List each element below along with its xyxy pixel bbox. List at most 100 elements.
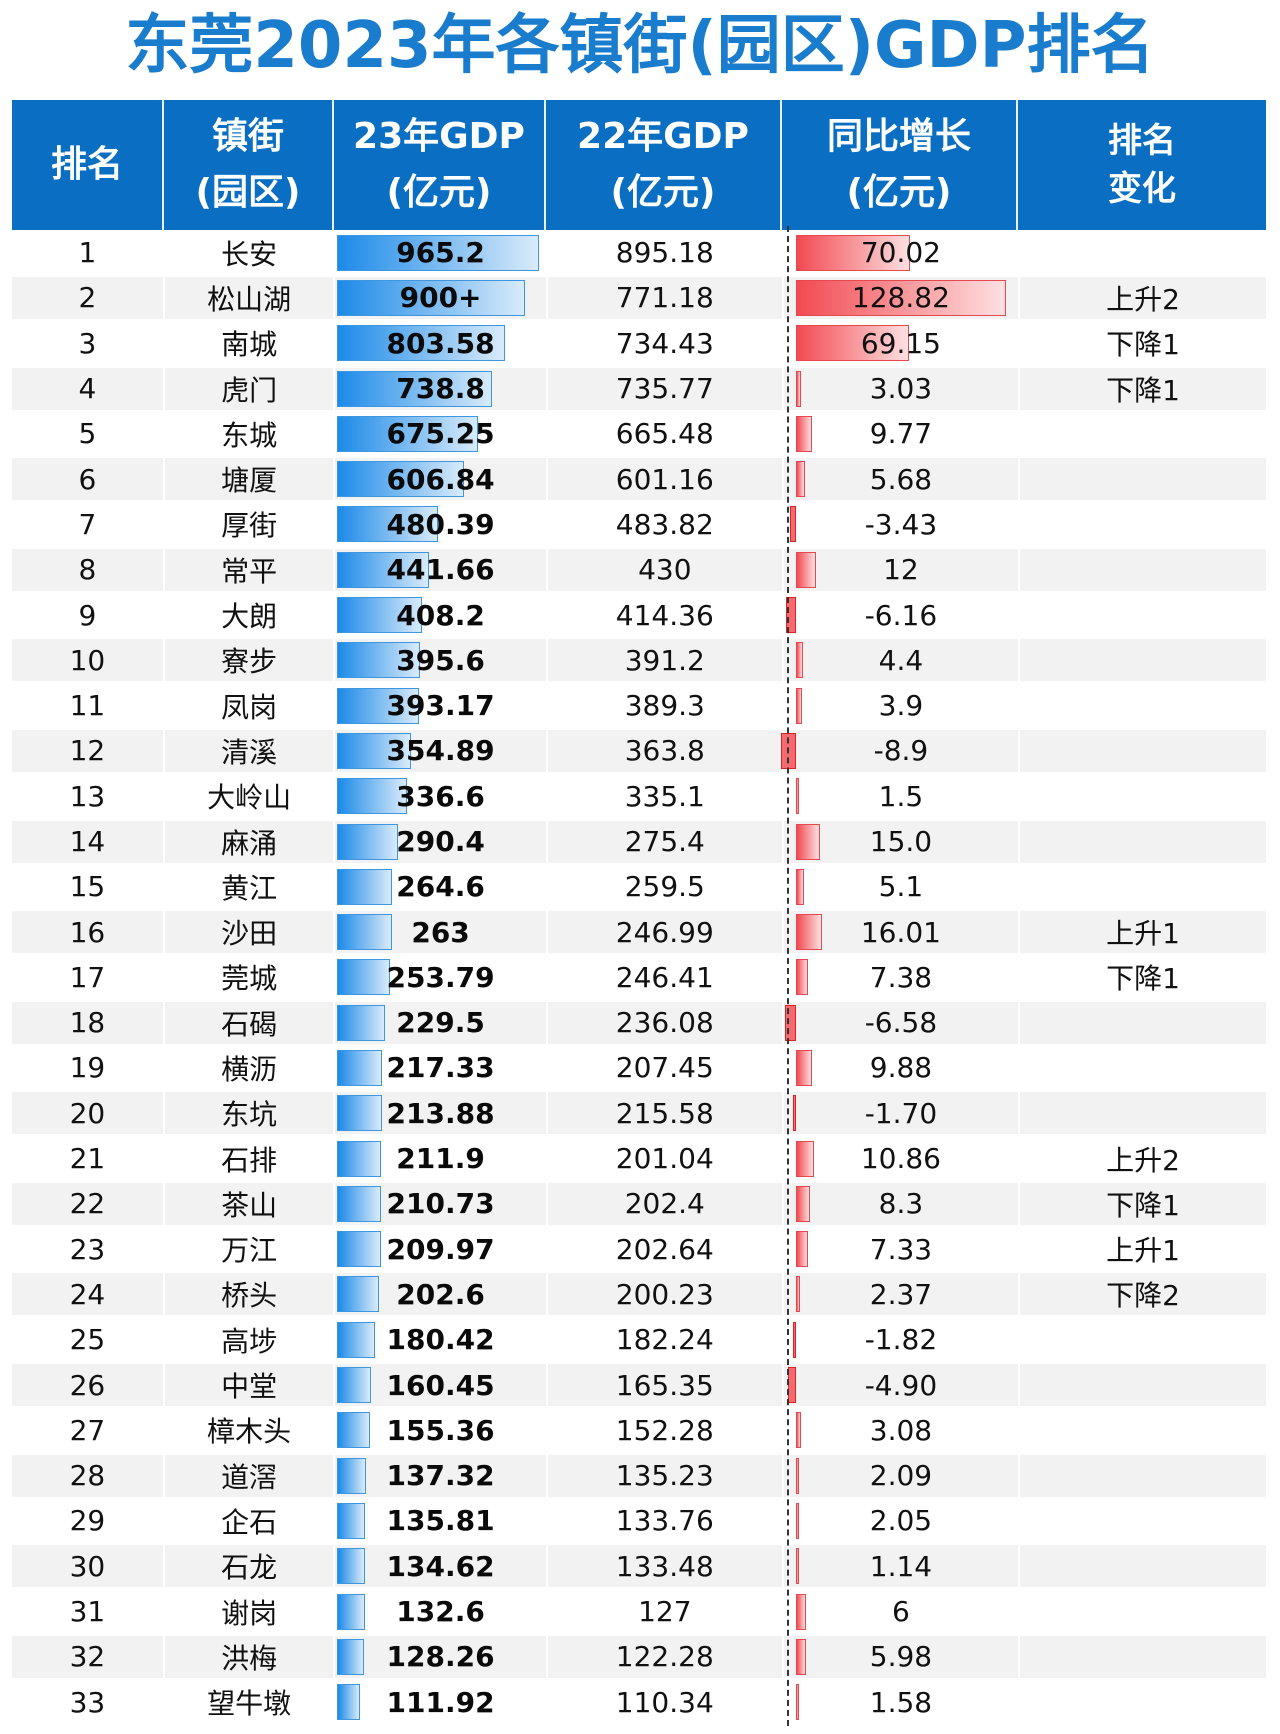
town-cell: 高埗 [221, 1324, 278, 1358]
town-cell: 南城 [221, 328, 278, 362]
town-cell: 麻涌 [164, 820, 334, 863]
table-row: 5 东城 675.25 665.48 9.77 [12, 411, 1266, 456]
gdp23-bar [337, 1684, 361, 1721]
growth-cell: 10.86 [784, 1138, 1018, 1180]
growth-bar [795, 959, 808, 996]
rank-cell: 31 [69, 1595, 106, 1629]
gdp23-bar [337, 959, 391, 996]
gdp23-bar [337, 1185, 382, 1222]
growth-bar [795, 370, 801, 407]
rank-change-cell [1020, 866, 1266, 908]
gdp22-cell: 110.34 [615, 1685, 714, 1719]
growth-cell: 2.05 [784, 1500, 1018, 1542]
gdp23-bar [337, 551, 430, 588]
gdp23-cell: 354.89 [335, 729, 546, 772]
rank-change-cell: 上升2 [1019, 276, 1266, 319]
growth-cell: -3.43 [784, 503, 1018, 545]
table-row: 17 莞城 253.79 246.41 7.38 下降1 [12, 955, 1266, 1000]
growth-bar-negative [792, 1321, 796, 1358]
gdp23-cell: 336.6 [335, 775, 545, 817]
rank-change-cell [1019, 1635, 1266, 1678]
gdp23-cell: 738.8 [335, 367, 546, 410]
rank-change-cell [1020, 232, 1266, 274]
table-header: 排名 镇街 (园区) 23年GDP (亿元) 22年GDP (亿元) 同比增长 (亿元)… [12, 100, 1266, 230]
gdp23-bar [337, 1367, 372, 1404]
rank-change-cell [1020, 775, 1266, 817]
table-row: 25 高埗 180.42 182.24 -1.82 [12, 1317, 1266, 1362]
gdp23-cell: 217.33 [335, 1047, 545, 1089]
gdp-ranking-table: 排名 镇街 (园区) 23年GDP (亿元) 22年GDP (亿元) 同比增长 (亿元)… [12, 100, 1266, 1725]
table-row: 1 长安 965.2 895.18 70.02 [12, 230, 1266, 275]
growth-bar [795, 1593, 806, 1630]
rank-cell: 20 [12, 1092, 163, 1135]
gdp22-cell: 895.18 [615, 236, 714, 270]
growth-cell: 9.77 [784, 413, 1018, 455]
growth-bar [795, 325, 909, 362]
town-cell: 桥头 [164, 1273, 334, 1316]
gdp22-cell: 215.58 [547, 1092, 782, 1135]
rank-cell: 27 [69, 1413, 106, 1447]
rank-cell: 29 [69, 1504, 106, 1538]
gdp23-cell: 803.58 [335, 322, 545, 364]
header-growth: 同比增长 (亿元) [782, 100, 1018, 230]
gdp22-cell: 389.3 [624, 689, 705, 723]
town-cell: 黄江 [221, 871, 278, 905]
growth-cell: -1.70 [783, 1092, 1018, 1135]
growth-bar [795, 415, 812, 452]
town-cell: 东坑 [164, 1092, 334, 1135]
growth-cell: 5.98 [783, 1635, 1018, 1678]
rank-cell: 10 [12, 639, 163, 682]
table-row: 15 黄江 264.6 259.5 5.1 [12, 864, 1266, 909]
gdp22-cell: 133.48 [547, 1545, 782, 1588]
town-cell: 虎门 [164, 367, 334, 410]
growth-bar [795, 914, 822, 951]
gdp23-bar [337, 732, 412, 769]
town-cell: 石龙 [164, 1545, 334, 1588]
rank-change-cell [1020, 594, 1266, 636]
rank-cell: 9 [78, 598, 97, 632]
gdp23-bar [337, 597, 423, 634]
gdp23-bar [337, 234, 540, 271]
table-row: 21 石排 211.9 201.04 10.86 上升2 [12, 1136, 1266, 1181]
growth-cell: 7.33 [784, 1228, 1018, 1270]
town-cell: 松山湖 [164, 276, 334, 319]
town-cell: 寮步 [164, 639, 334, 682]
gdp23-cell: 290.4 [335, 820, 546, 863]
gdp23-bar [337, 1593, 366, 1630]
town-cell: 望牛墩 [207, 1687, 292, 1721]
gdp23-bar [337, 370, 493, 407]
gdp23-cell: 137.32 [335, 1454, 546, 1497]
table-row: 19 横沥 217.33 207.45 9.88 [12, 1045, 1266, 1090]
growth-bar [795, 1548, 799, 1585]
gdp23-cell: 395.6 [335, 639, 546, 682]
table-row: 7 厚街 480.39 483.82 -3.43 [12, 502, 1266, 547]
table-row: 6 塘厦 606.84 601.16 5.68 [12, 456, 1266, 501]
rank-change-cell: 上升1 [1019, 911, 1266, 954]
table-row: 26 中堂 160.45 165.35 -4.90 [12, 1362, 1266, 1407]
gdp23-bar [337, 1412, 371, 1449]
gdp22-cell: 202.4 [547, 1182, 782, 1225]
town-cell: 中堂 [164, 1364, 334, 1407]
town-cell: 东城 [221, 418, 278, 452]
growth-bar [795, 461, 805, 498]
gdp23-cell: 209.97 [335, 1228, 545, 1270]
gdp23-cell: 253.79 [335, 956, 545, 998]
gdp23-bar [337, 914, 393, 951]
rank-cell: 25 [69, 1323, 106, 1357]
rank-cell: 11 [69, 689, 106, 723]
rank-change-cell [1020, 1500, 1266, 1542]
town-cell: 石碣 [164, 1001, 334, 1044]
rank-cell: 17 [69, 960, 106, 994]
gdp22-cell: 414.36 [615, 598, 714, 632]
gdp22-cell: 734.43 [615, 326, 714, 360]
table-row: 23 万江 209.97 202.64 7.33 上升1 [12, 1227, 1266, 1272]
growth-cell: 128.82 [783, 276, 1018, 319]
gdp23-cell: 606.84 [335, 458, 546, 501]
table-row: 18 石碣 229.5 236.08 -6.58 [12, 1000, 1266, 1045]
growth-bar [795, 1231, 808, 1268]
rank-cell: 30 [12, 1545, 163, 1588]
table-row: 4 虎门 738.8 735.77 3.03 下降1 [12, 366, 1266, 411]
rank-change-cell [1020, 1319, 1266, 1361]
gdp22-cell: 236.08 [547, 1001, 782, 1044]
growth-cell: 70.02 [784, 232, 1018, 274]
